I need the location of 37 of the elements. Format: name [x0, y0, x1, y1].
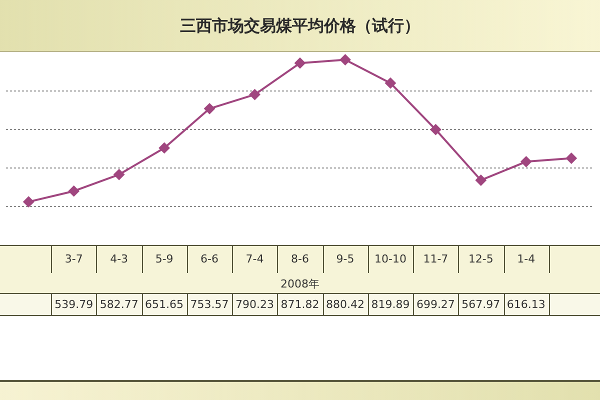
- data-label: 871.82: [280, 298, 320, 311]
- x-tick-label: 6-6: [200, 252, 219, 266]
- x-tick-label: 4-3: [110, 252, 128, 266]
- point: [114, 169, 125, 180]
- x-axis-title: 2008年: [280, 277, 320, 290]
- x-tick-label: 9-5: [336, 252, 354, 266]
- chart-title: 三西市场交易煤平均价格（试行）: [180, 16, 420, 35]
- x-tick-label: 5-9: [155, 252, 174, 266]
- point: [520, 156, 532, 168]
- x-tick-label: 7-4: [246, 252, 264, 266]
- point: [430, 124, 442, 136]
- point: [158, 142, 170, 154]
- point: [204, 103, 216, 114]
- x-tick-label: 12-5: [468, 252, 494, 266]
- data-label: 616.13: [506, 298, 546, 311]
- point: [23, 196, 34, 208]
- data-label: 582.77: [100, 298, 138, 311]
- point: [475, 174, 486, 186]
- data-label: 790.23: [236, 298, 274, 311]
- data-label: 567.97: [462, 298, 500, 311]
- data-label: 539.79: [54, 298, 94, 311]
- data-label: 819.89: [371, 298, 410, 311]
- x-tick-label: 8-6: [291, 252, 309, 266]
- data-label: 880.42: [326, 298, 364, 311]
- x-tick-label: 10-10: [374, 252, 406, 266]
- point: [249, 89, 260, 100]
- x-tick-label: 3-7: [64, 252, 83, 266]
- data-label: 651.65: [145, 298, 184, 311]
- x-tick-label: 11-7: [423, 252, 448, 266]
- point: [566, 152, 577, 164]
- x-tick-label: 1-4: [517, 252, 536, 266]
- point: [68, 186, 80, 197]
- data-label: 753.57: [190, 298, 229, 311]
- point: [294, 58, 306, 69]
- data-label: 699.27: [416, 298, 455, 311]
- point: [340, 54, 351, 66]
- point: [384, 78, 396, 89]
